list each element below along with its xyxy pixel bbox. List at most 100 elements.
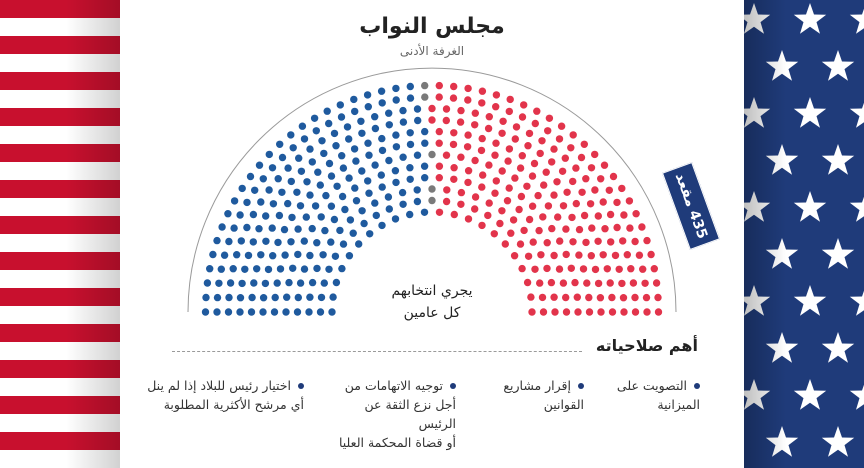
seat-dot [351, 184, 359, 192]
seat-dot [259, 175, 267, 183]
seat-dot [215, 279, 223, 287]
seat-dot [511, 174, 519, 182]
seat-dot [515, 205, 523, 214]
seat-dot [317, 293, 326, 302]
seat-dot [337, 113, 346, 121]
seat-dot [585, 293, 593, 302]
seat-dot [450, 175, 458, 183]
seat-dot [262, 237, 270, 245]
seat-hemicycle [187, 67, 677, 316]
seat-dot [236, 294, 245, 302]
star-icon [793, 97, 827, 128]
seat-dot [392, 143, 401, 151]
seat-dot [308, 158, 316, 166]
seat-dot [325, 159, 334, 168]
seat-dot [428, 150, 436, 159]
seat-dot [525, 129, 534, 138]
seat-dot [575, 251, 583, 259]
seat-dot [654, 293, 662, 302]
seat-dot [336, 101, 344, 109]
seat-dot [276, 140, 284, 148]
seat-dot [550, 293, 558, 301]
seat-dot [580, 140, 588, 148]
star-icon [849, 384, 864, 410]
seat-dot [654, 308, 663, 316]
seat-dot [270, 308, 279, 316]
seat-dot [269, 252, 277, 260]
seat-dot [509, 216, 518, 224]
seat-dot [510, 252, 519, 260]
seat-dot [600, 161, 609, 169]
seat-dot [516, 240, 525, 248]
seat-dot [639, 265, 647, 273]
seat-dot [241, 265, 249, 273]
seat-dot [413, 186, 421, 194]
seat-dot [464, 178, 472, 187]
seat-dot [392, 96, 400, 104]
seat-dot [650, 265, 658, 273]
seat-dot [421, 81, 429, 90]
star-icon [765, 238, 799, 269]
seat-dot [478, 183, 486, 191]
seat-dot [421, 127, 429, 136]
seat-dot [638, 223, 646, 231]
seat-dot [623, 251, 631, 259]
star-icon [821, 238, 855, 269]
seat-dot [606, 279, 614, 287]
seat-dot [249, 238, 257, 246]
seat-dot [492, 103, 500, 111]
seat-dot [238, 184, 246, 193]
seat-dot [406, 164, 414, 172]
seat-dot [450, 82, 458, 91]
seat-dot [586, 200, 595, 208]
seat-dot [406, 129, 414, 137]
seat-dot [428, 104, 436, 113]
seat-dot [562, 293, 570, 302]
seat-dot [289, 264, 297, 272]
seat-dot [555, 135, 564, 143]
seat-dot [536, 279, 544, 287]
seat-dot [224, 308, 233, 316]
seat-dot [312, 127, 320, 135]
seat-dot [284, 199, 292, 208]
seat-dot [313, 264, 321, 273]
seat-dot [255, 225, 263, 233]
seat-dot [276, 265, 285, 273]
seat-dot [289, 144, 297, 152]
seat-dot [366, 230, 374, 238]
election-note: يجري انتخابهم كل عامين [352, 280, 512, 324]
seat-dot [464, 84, 472, 93]
seat-dot [507, 229, 515, 237]
seat-dot [629, 279, 638, 287]
bullet-icon [694, 382, 700, 389]
seat-dot [364, 103, 372, 111]
seat-dot [464, 96, 472, 104]
flag-stars [744, 0, 864, 468]
seat-dot [339, 164, 348, 172]
seat-dot [392, 131, 400, 139]
seat-dot [485, 161, 493, 169]
seat-dot [609, 172, 618, 181]
seat-dot [327, 202, 336, 210]
seat-dot [294, 225, 302, 233]
seat-dot [201, 308, 210, 316]
seat-dot [371, 113, 379, 121]
star-icon [744, 379, 771, 410]
seat-dot [577, 153, 586, 162]
seat-dot [562, 225, 570, 233]
seat-dot [377, 87, 386, 95]
seat-dot [550, 191, 558, 199]
seat-dot [218, 223, 226, 231]
seat-dot [536, 149, 544, 158]
seat-dot [492, 91, 501, 99]
seat-dot [406, 175, 414, 183]
seat-dot [392, 178, 400, 187]
seat-dot [457, 153, 465, 161]
seat-dot [346, 216, 355, 224]
seat-dot [246, 172, 255, 181]
seat-dot [287, 131, 295, 139]
seat-dot [562, 308, 571, 316]
seat-dot [538, 293, 547, 302]
seat-dot [615, 265, 623, 273]
seat-dot [518, 264, 526, 273]
